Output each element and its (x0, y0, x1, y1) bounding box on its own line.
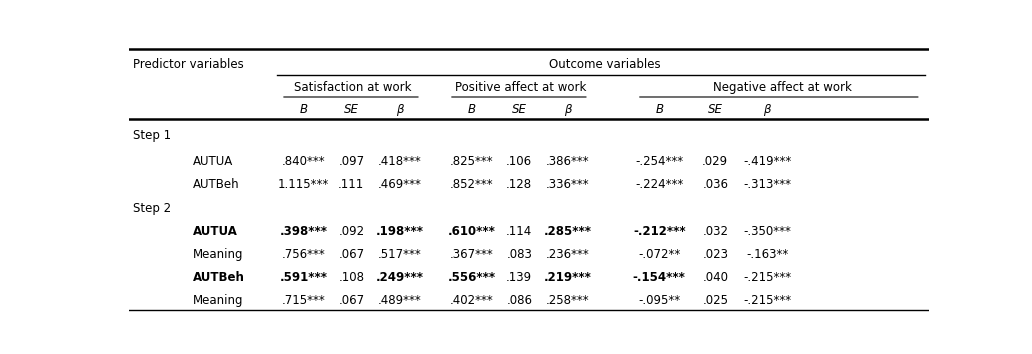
Text: Satisfaction at work: Satisfaction at work (294, 81, 412, 94)
Text: -.163**: -.163** (746, 248, 788, 261)
Text: .029: .029 (702, 155, 729, 167)
Text: .236***: .236*** (546, 248, 589, 261)
Text: .398***: .398*** (280, 225, 327, 239)
Text: -.154***: -.154*** (633, 271, 685, 284)
Text: .418***: .418*** (378, 155, 421, 167)
Text: β: β (764, 103, 771, 116)
Text: .840***: .840*** (282, 155, 325, 167)
Text: .023: .023 (702, 248, 729, 261)
Text: .114: .114 (506, 225, 533, 239)
Text: .198***: .198*** (376, 225, 423, 239)
Text: B: B (655, 103, 664, 116)
Text: .092: .092 (338, 225, 364, 239)
Text: AUTUA: AUTUA (193, 155, 233, 167)
Text: -.215***: -.215*** (743, 271, 792, 284)
Text: .715***: .715*** (282, 293, 325, 307)
Text: .469***: .469*** (378, 178, 421, 191)
Text: -.072**: -.072** (638, 248, 680, 261)
Text: AUTBeh: AUTBeh (193, 271, 245, 284)
Text: B: B (467, 103, 476, 116)
Text: .106: .106 (507, 155, 533, 167)
Text: .108: .108 (338, 271, 364, 284)
Text: Positive affect at work: Positive affect at work (455, 81, 586, 94)
Text: β: β (563, 103, 571, 116)
Text: .139: .139 (507, 271, 533, 284)
Text: .591***: .591*** (280, 271, 327, 284)
Text: .402***: .402*** (450, 293, 493, 307)
Text: .067: .067 (338, 293, 364, 307)
Text: .825***: .825*** (450, 155, 493, 167)
Text: .258***: .258*** (546, 293, 589, 307)
Text: .083: .083 (507, 248, 533, 261)
Text: -.313***: -.313*** (743, 178, 792, 191)
Text: .852***: .852*** (450, 178, 493, 191)
Text: .040: .040 (702, 271, 729, 284)
Text: .025: .025 (702, 293, 729, 307)
Text: Step 2: Step 2 (133, 202, 171, 215)
Text: AUTBeh: AUTBeh (193, 178, 239, 191)
Text: .086: .086 (507, 293, 533, 307)
Text: .219***: .219*** (544, 271, 591, 284)
Text: 1.115***: 1.115*** (278, 178, 329, 191)
Text: .610***: .610*** (448, 225, 495, 239)
Text: Outcome variables: Outcome variables (549, 58, 660, 71)
Text: .386***: .386*** (546, 155, 589, 167)
Text: .489***: .489*** (378, 293, 421, 307)
Text: .556***: .556*** (447, 271, 495, 284)
Text: β: β (395, 103, 404, 116)
Text: .032: .032 (702, 225, 729, 239)
Text: .756***: .756*** (282, 248, 325, 261)
Text: Meaning: Meaning (193, 293, 244, 307)
Text: .285***: .285*** (543, 225, 591, 239)
Text: B: B (299, 103, 308, 116)
Text: Step 1: Step 1 (133, 129, 171, 142)
Text: -.215***: -.215*** (743, 293, 792, 307)
Text: .517***: .517*** (378, 248, 421, 261)
Text: .111: .111 (338, 178, 364, 191)
Text: AUTUA: AUTUA (193, 225, 237, 239)
Text: -.419***: -.419*** (743, 155, 792, 167)
Text: -.212***: -.212*** (633, 225, 685, 239)
Text: -.224***: -.224*** (635, 178, 683, 191)
Text: SE: SE (708, 103, 722, 116)
Text: SE: SE (344, 103, 359, 116)
Text: Meaning: Meaning (193, 248, 244, 261)
Text: .128: .128 (507, 178, 533, 191)
Text: Predictor variables: Predictor variables (133, 58, 244, 71)
Text: SE: SE (512, 103, 526, 116)
Text: .036: .036 (702, 178, 729, 191)
Text: .097: .097 (338, 155, 364, 167)
Text: .067: .067 (338, 248, 364, 261)
Text: .249***: .249*** (376, 271, 423, 284)
Text: .336***: .336*** (546, 178, 589, 191)
Text: Negative affect at work: Negative affect at work (713, 81, 852, 94)
Text: -.095**: -.095** (638, 293, 680, 307)
Text: -.350***: -.350*** (743, 225, 792, 239)
Text: .367***: .367*** (450, 248, 493, 261)
Text: -.254***: -.254*** (636, 155, 683, 167)
